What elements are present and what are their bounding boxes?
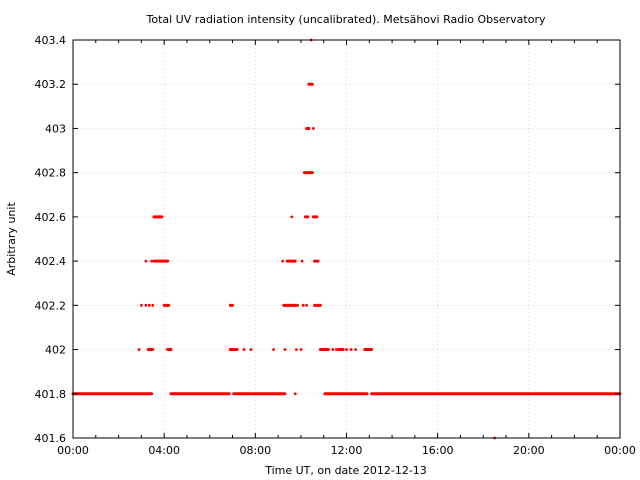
x-tick-label: 16:00 bbox=[422, 444, 454, 457]
chart-title: Total UV radiation intensity (uncalibrat… bbox=[146, 13, 546, 26]
data-point bbox=[281, 259, 285, 263]
data-point bbox=[354, 348, 358, 351]
data-point bbox=[144, 303, 148, 307]
x-axis-title: Time UT, on date 2012-12-13 bbox=[264, 464, 427, 477]
tick-labels: 00:00 04:00 08:00 12:00 16:00 20:00 00:00401.6… bbox=[35, 34, 636, 457]
data-point bbox=[300, 259, 304, 263]
y-tick-label: 403 bbox=[45, 122, 66, 135]
plot-frame bbox=[72, 39, 621, 439]
y-tick-label: 403.4 bbox=[35, 34, 67, 47]
x-tick-label: 00:00 bbox=[57, 444, 89, 457]
y-tick-label: 402.8 bbox=[35, 167, 67, 180]
y-tick-label: 402.6 bbox=[35, 211, 67, 224]
data-point bbox=[312, 127, 315, 130]
y-tick-label: 403.2 bbox=[35, 78, 67, 91]
data-point bbox=[299, 348, 303, 351]
x-tick-label: 12:00 bbox=[331, 444, 363, 457]
axis-ticks bbox=[72, 39, 621, 439]
x-tick-label: 08:00 bbox=[239, 444, 271, 457]
data-point bbox=[151, 303, 155, 307]
x-tick-label: 20:00 bbox=[513, 444, 545, 457]
data-point bbox=[290, 215, 294, 219]
data-point bbox=[249, 348, 253, 351]
y-tick-label: 401.6 bbox=[35, 432, 67, 445]
data-point bbox=[144, 259, 148, 263]
data-point bbox=[137, 348, 141, 351]
y-tick-label: 402 bbox=[45, 344, 66, 357]
data-point bbox=[283, 348, 287, 351]
data-point bbox=[331, 348, 335, 351]
y-axis-title: Arbitrary unit bbox=[5, 202, 18, 276]
y-tick-label: 402.2 bbox=[35, 299, 67, 312]
data-point bbox=[242, 348, 246, 351]
data-point bbox=[139, 303, 143, 307]
data-point bbox=[305, 303, 309, 307]
data-point bbox=[345, 348, 348, 351]
y-tick-label: 401.8 bbox=[35, 388, 67, 401]
data-point bbox=[301, 303, 305, 307]
data-points bbox=[71, 38, 622, 440]
y-tick-label: 402.4 bbox=[35, 255, 67, 268]
grid-lines bbox=[73, 40, 620, 438]
data-point bbox=[147, 303, 151, 307]
x-tick-label: 04:00 bbox=[148, 444, 180, 457]
data-point bbox=[349, 348, 353, 351]
data-point bbox=[293, 392, 297, 396]
data-point bbox=[294, 348, 298, 351]
data-point bbox=[334, 348, 338, 351]
data-point bbox=[150, 259, 154, 263]
data-point bbox=[272, 348, 275, 351]
x-tick-label: 00:00 bbox=[604, 444, 636, 457]
